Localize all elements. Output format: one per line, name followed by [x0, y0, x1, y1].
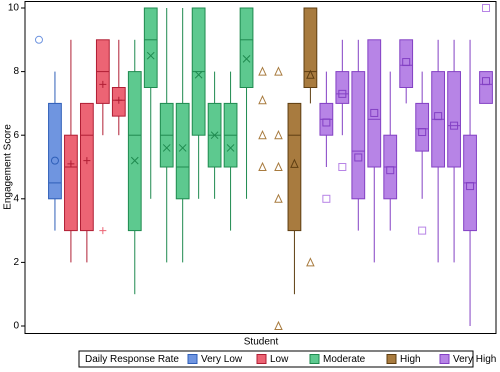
mean-marker: [402, 58, 411, 67]
outlier: [418, 226, 427, 235]
box: [303, 7, 318, 88]
mean-marker: [99, 80, 107, 88]
mean-marker: [242, 55, 251, 63]
box: [335, 71, 350, 104]
y-tick-label: 10: [8, 3, 20, 14]
mean-marker: [338, 89, 347, 98]
legend-label: Low: [270, 354, 289, 365]
mean-marker: [178, 144, 187, 152]
outlier: [306, 257, 315, 267]
legend-label: Moderate: [323, 354, 366, 365]
box: [127, 71, 142, 232]
mean-marker: [67, 160, 75, 168]
y-tick-label: 8: [13, 66, 19, 77]
mean-marker: [194, 70, 203, 79]
legend-frame: [78, 350, 474, 368]
mean-marker: [50, 156, 59, 165]
box: [367, 39, 382, 168]
mean-marker: [482, 77, 491, 86]
legend-label: Very High: [453, 354, 496, 365]
outlier: [258, 130, 267, 140]
mean-marker: [162, 144, 171, 152]
outlier: [274, 161, 283, 171]
mean-marker: [306, 69, 315, 79]
mean-marker: [418, 128, 427, 137]
mean-marker: [83, 157, 91, 165]
y-tick-label: 2: [13, 257, 19, 268]
outlier: [99, 227, 107, 235]
legend-swatch: [187, 354, 198, 364]
box: [479, 71, 493, 104]
y-axis-label: Engagement Score: [3, 124, 14, 210]
mean-marker: [466, 182, 475, 191]
x-axis-label: Student: [244, 337, 279, 348]
box: [175, 102, 190, 200]
legend-swatch: [256, 354, 267, 364]
mean-marker: [370, 108, 379, 117]
mean-marker: [210, 131, 219, 140]
mean-marker: [115, 96, 123, 104]
box: [351, 71, 366, 200]
box: [415, 102, 430, 152]
mean-marker: [226, 144, 235, 152]
box: [143, 7, 158, 88]
legend-swatch: [309, 354, 320, 364]
mean-marker: [386, 166, 395, 175]
box: [447, 71, 461, 168]
box: [239, 7, 254, 88]
outlier: [274, 66, 283, 76]
outlier: [274, 320, 283, 330]
legend-label: High: [400, 354, 421, 365]
outlier: [482, 4, 491, 12]
legend-swatch: [386, 354, 397, 364]
box: [79, 102, 94, 232]
mean-marker: [290, 158, 299, 168]
outlier: [258, 95, 267, 105]
mean-marker: [434, 112, 443, 121]
legend-label: Very Low: [201, 354, 243, 365]
outlier: [34, 35, 43, 44]
outlier: [258, 161, 267, 171]
outlier: [274, 193, 283, 203]
y-tick-label: 0: [13, 321, 19, 332]
mean-marker: [450, 121, 459, 130]
mean-marker: [130, 156, 139, 165]
outlier: [322, 194, 331, 203]
box: [399, 39, 414, 88]
legend-title: Daily Response Rate: [85, 354, 179, 365]
plot-frame: [24, 1, 497, 334]
y-tick-label: 6: [13, 130, 19, 141]
box: [48, 102, 62, 200]
mean-marker: [146, 51, 155, 60]
outlier: [274, 130, 283, 140]
outlier: [258, 66, 267, 76]
legend-swatch: [439, 354, 450, 364]
outlier: [338, 163, 347, 171]
mean-marker: [354, 153, 363, 162]
mean-marker: [322, 118, 331, 127]
y-tick-label: 4: [13, 193, 19, 204]
box: [64, 134, 78, 232]
